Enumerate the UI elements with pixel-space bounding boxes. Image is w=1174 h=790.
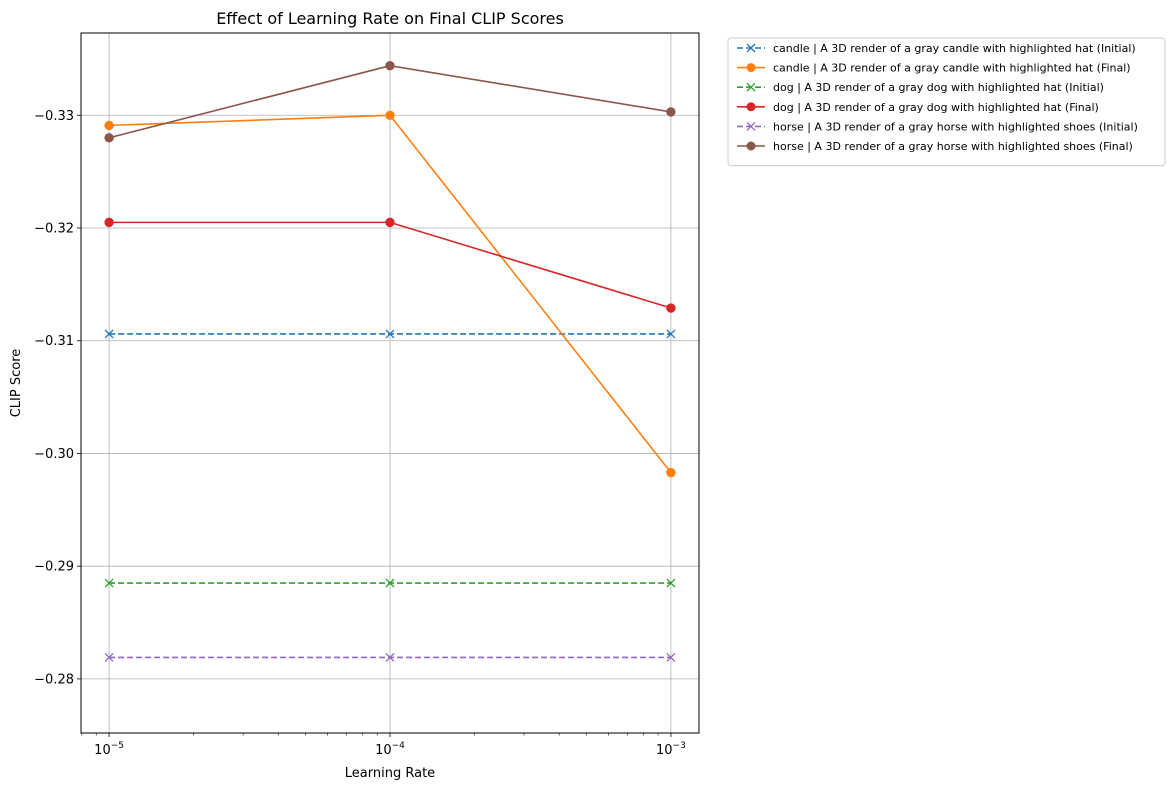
- y-tick-label: −0.33: [34, 109, 74, 124]
- legend-label: dog | A 3D render of a gray dog with hig…: [773, 101, 1099, 114]
- grid: [81, 33, 699, 733]
- legend-label: horse | A 3D render of a gray horse with…: [773, 140, 1133, 153]
- legend-label: horse | A 3D render of a gray horse with…: [773, 120, 1138, 133]
- data-point: [385, 60, 395, 71]
- data-point: [104, 578, 114, 588]
- legend-label: candle | A 3D render of a gray candle wi…: [773, 62, 1131, 75]
- legend: candle | A 3D render of a gray candle wi…: [727, 37, 1166, 167]
- y-tick-label: −0.29: [34, 560, 74, 575]
- data-point: [104, 653, 114, 662]
- series-0: [104, 329, 676, 339]
- x-axis-title: Learning Rate: [345, 766, 435, 781]
- legend-entry: candle | A 3D render of a gray candle wi…: [737, 62, 1131, 75]
- x-tick-label: 10−3: [656, 741, 686, 758]
- y-tick-label: −0.32: [34, 222, 74, 237]
- x-tick-label: 10−4: [375, 741, 405, 758]
- legend-entry: dog | A 3D render of a gray dog with hig…: [737, 81, 1104, 94]
- data-point: [104, 329, 114, 339]
- data-point: [746, 43, 756, 53]
- data-point: [385, 329, 395, 339]
- data-point: [666, 303, 676, 313]
- data-point: [746, 102, 756, 112]
- y-tick-label: −0.30: [34, 447, 74, 462]
- series-3: [104, 217, 676, 313]
- y-tick-label: −0.28: [34, 672, 74, 687]
- data-point: [385, 217, 395, 228]
- data-point: [104, 133, 114, 143]
- data-point: [385, 653, 395, 662]
- data-point: [746, 141, 756, 151]
- data-point: [746, 82, 756, 92]
- data-point: [666, 329, 676, 339]
- chart-title: Effect of Learning Rate on Final CLIP Sc…: [216, 9, 564, 28]
- legend-label: candle | A 3D render of a gray candle wi…: [773, 42, 1136, 55]
- legend-label: dog | A 3D render of a gray dog with hig…: [773, 81, 1104, 94]
- data-point: [104, 120, 114, 131]
- data-point: [385, 578, 395, 588]
- legend-entry: horse | A 3D render of a gray horse with…: [737, 120, 1138, 133]
- legend-entry: candle | A 3D render of a gray candle wi…: [737, 42, 1136, 55]
- y-tick-label: −0.31: [34, 334, 74, 349]
- series-5: [104, 60, 676, 143]
- series-layer: [104, 60, 676, 662]
- data-point: [666, 653, 676, 662]
- data-point: [666, 578, 676, 588]
- data-point: [104, 217, 114, 228]
- y-axis-title: CLIP Score: [9, 349, 24, 418]
- y-axis: −0.33 −0.32 −0.31 −0.30 −0.29 −0.28: [34, 109, 81, 687]
- x-axis: 10−5 10−4 10−3: [81, 733, 686, 758]
- legend-entry: horse | A 3D render of a gray horse with…: [737, 140, 1133, 153]
- legend-box: [727, 37, 1166, 167]
- data-point: [746, 63, 756, 73]
- data-point: [385, 110, 395, 120]
- legend-entry: dog | A 3D render of a gray dog with hig…: [737, 101, 1099, 114]
- x-tick-label: 10−5: [94, 741, 124, 758]
- data-point: [746, 121, 756, 131]
- data-point: [666, 467, 676, 478]
- data-point: [666, 107, 676, 117]
- series-2: [104, 578, 676, 588]
- series-4: [104, 653, 676, 662]
- series-1: [104, 110, 676, 478]
